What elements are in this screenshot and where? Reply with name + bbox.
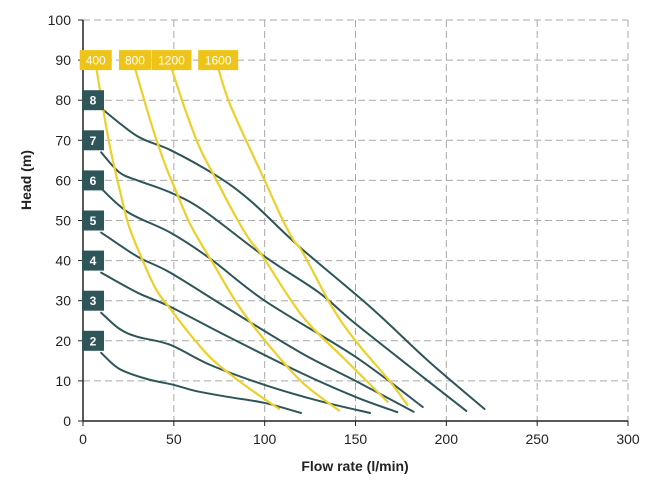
pressure-label-box xyxy=(81,290,104,311)
pressure-curve-2 xyxy=(100,351,302,414)
x-tick-label: 50 xyxy=(166,431,182,447)
y-axis-ticks: 0 10 20 30 40 50 60 70 80 90 100 xyxy=(48,12,83,429)
y-tick-label: 40 xyxy=(55,253,71,269)
speed-label-box xyxy=(118,50,151,71)
speed-curve-1200 xyxy=(170,67,389,403)
x-tick-label: 100 xyxy=(253,431,277,447)
speed-curve-800 xyxy=(133,67,341,412)
x-tick-label: 300 xyxy=(616,431,640,447)
pressure-label-6: 6 xyxy=(90,174,97,188)
curve-labels: 400 800 1200 1600 8 7 6 5 4 3 2 xyxy=(79,50,239,351)
y-tick-label: 100 xyxy=(48,12,72,28)
pressure-curve-5 xyxy=(100,231,415,413)
pressure-label-box xyxy=(81,170,104,191)
pressure-label-3: 3 xyxy=(90,294,97,308)
x-axis-label: Flow rate (l/min) xyxy=(301,458,408,474)
speed-label-1200: 1200 xyxy=(158,54,185,68)
x-tick-label: 200 xyxy=(435,431,459,447)
speed-label-box xyxy=(151,50,192,71)
speed-label-box xyxy=(198,50,239,71)
pressure-curve-3 xyxy=(100,311,372,414)
speed-label-1600: 1600 xyxy=(205,54,232,68)
speed-curves xyxy=(94,63,409,412)
pressure-curve-7 xyxy=(100,151,468,412)
pressure-label-5: 5 xyxy=(90,214,97,228)
pressure-label-box xyxy=(81,250,104,271)
pressure-label-box xyxy=(81,130,104,151)
grid xyxy=(83,19,629,421)
x-tick-label: 150 xyxy=(344,431,368,447)
pressure-label-7: 7 xyxy=(90,134,97,148)
pressure-curve-6 xyxy=(100,187,424,408)
y-tick-label: 10 xyxy=(55,373,71,389)
y-tick-label: 90 xyxy=(55,52,71,68)
speed-curve-400 xyxy=(94,63,281,411)
x-tick-label: 250 xyxy=(525,431,549,447)
y-tick-label: 20 xyxy=(55,333,71,349)
speed-curve-1600 xyxy=(217,67,409,407)
y-tick-label: 60 xyxy=(55,172,71,188)
y-tick-label: 70 xyxy=(55,132,71,148)
pressure-curves xyxy=(100,107,486,414)
y-tick-label: 80 xyxy=(55,92,71,108)
speed-label-box xyxy=(79,50,112,71)
y-axis-label: Head (m) xyxy=(18,150,34,210)
pressure-label-box xyxy=(81,90,104,111)
y-tick-label: 30 xyxy=(55,293,71,309)
x-axis-ticks: 0 50 100 150 200 250 300 xyxy=(79,421,640,447)
speed-label-800: 800 xyxy=(125,54,145,68)
pressure-label-8: 8 xyxy=(90,94,97,108)
speed-label-400: 400 xyxy=(86,54,106,68)
pressure-label-box xyxy=(81,330,104,351)
x-tick-label: 0 xyxy=(79,431,87,447)
y-tick-label: 0 xyxy=(63,413,71,429)
pressure-label-box xyxy=(81,210,104,231)
pressure-label-2: 2 xyxy=(90,334,97,348)
y-tick-label: 50 xyxy=(55,213,71,229)
pressure-label-4: 4 xyxy=(90,254,97,268)
pressure-curve-4 xyxy=(100,271,399,414)
pressure-curve-8 xyxy=(100,107,486,410)
